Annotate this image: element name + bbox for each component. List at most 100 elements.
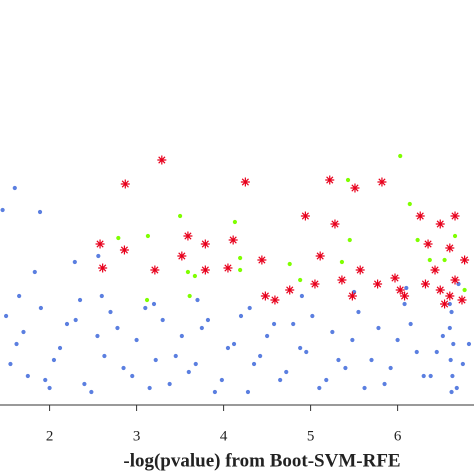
point (369, 357, 374, 363)
point (423, 239, 433, 249)
point (0, 207, 5, 213)
point (14, 341, 19, 347)
point (373, 279, 383, 289)
point (324, 377, 329, 383)
point (414, 349, 419, 355)
point (407, 201, 412, 207)
point (185, 269, 191, 275)
point (51, 357, 57, 363)
point (17, 293, 22, 299)
point (408, 321, 413, 327)
point (257, 255, 267, 265)
point (179, 333, 184, 339)
point (96, 253, 101, 259)
point (247, 305, 252, 311)
point (151, 301, 157, 307)
point (362, 385, 367, 391)
point (377, 177, 387, 187)
point (115, 325, 120, 331)
point (395, 337, 400, 343)
point (258, 353, 263, 359)
point (445, 243, 455, 253)
point (147, 385, 152, 391)
point (21, 329, 26, 335)
point (121, 365, 126, 371)
point (8, 361, 13, 367)
point (225, 345, 231, 351)
point (337, 275, 347, 285)
point (238, 255, 243, 261)
point (454, 385, 459, 391)
point (72, 259, 77, 265)
point (82, 381, 87, 387)
point (173, 353, 178, 359)
point (400, 291, 410, 301)
point (402, 301, 407, 307)
point (130, 373, 135, 379)
point (450, 275, 460, 285)
point (347, 291, 357, 301)
point (447, 301, 452, 307)
point (245, 389, 251, 395)
point (442, 257, 447, 263)
point (160, 317, 165, 323)
point (415, 211, 425, 221)
point (339, 259, 345, 265)
point (421, 373, 426, 379)
point (177, 251, 187, 261)
point (73, 317, 78, 323)
point (325, 175, 335, 185)
point (119, 245, 129, 255)
point (298, 345, 303, 351)
point (177, 213, 183, 219)
point (420, 279, 430, 289)
point (199, 325, 204, 331)
x-tick-label: 2 (46, 428, 54, 444)
x-tick-label: 4 (220, 428, 228, 444)
point (435, 285, 445, 295)
point (200, 265, 210, 275)
point (187, 293, 192, 299)
point (270, 295, 280, 305)
point (376, 325, 381, 331)
point (304, 349, 309, 355)
point (330, 219, 340, 229)
point (57, 345, 63, 351)
point (195, 297, 200, 303)
point (404, 285, 409, 291)
point (102, 353, 107, 359)
point (240, 177, 250, 187)
point (157, 155, 167, 165)
point (449, 389, 454, 395)
point (265, 333, 270, 339)
point (299, 293, 305, 299)
point (219, 377, 224, 383)
point (388, 365, 393, 371)
point (435, 219, 445, 229)
point (317, 385, 322, 391)
point (77, 297, 83, 303)
point (32, 269, 37, 275)
point (462, 287, 467, 293)
point (330, 329, 335, 335)
point (310, 279, 320, 289)
point (415, 237, 420, 243)
point (315, 251, 325, 261)
point (200, 239, 210, 249)
point (450, 211, 460, 221)
point (25, 373, 30, 379)
point (451, 341, 456, 347)
point (356, 309, 361, 315)
point (120, 179, 130, 189)
point (452, 233, 458, 239)
point (398, 153, 403, 159)
point (167, 381, 172, 387)
point (95, 239, 105, 249)
point (145, 233, 151, 239)
x-axis-label: -log(pvalue) from Boot-SVM-RFE (123, 450, 400, 471)
point (291, 321, 296, 327)
x-tick-label: 3 (133, 428, 141, 444)
point (186, 369, 191, 375)
point (300, 211, 310, 221)
point (350, 337, 355, 343)
